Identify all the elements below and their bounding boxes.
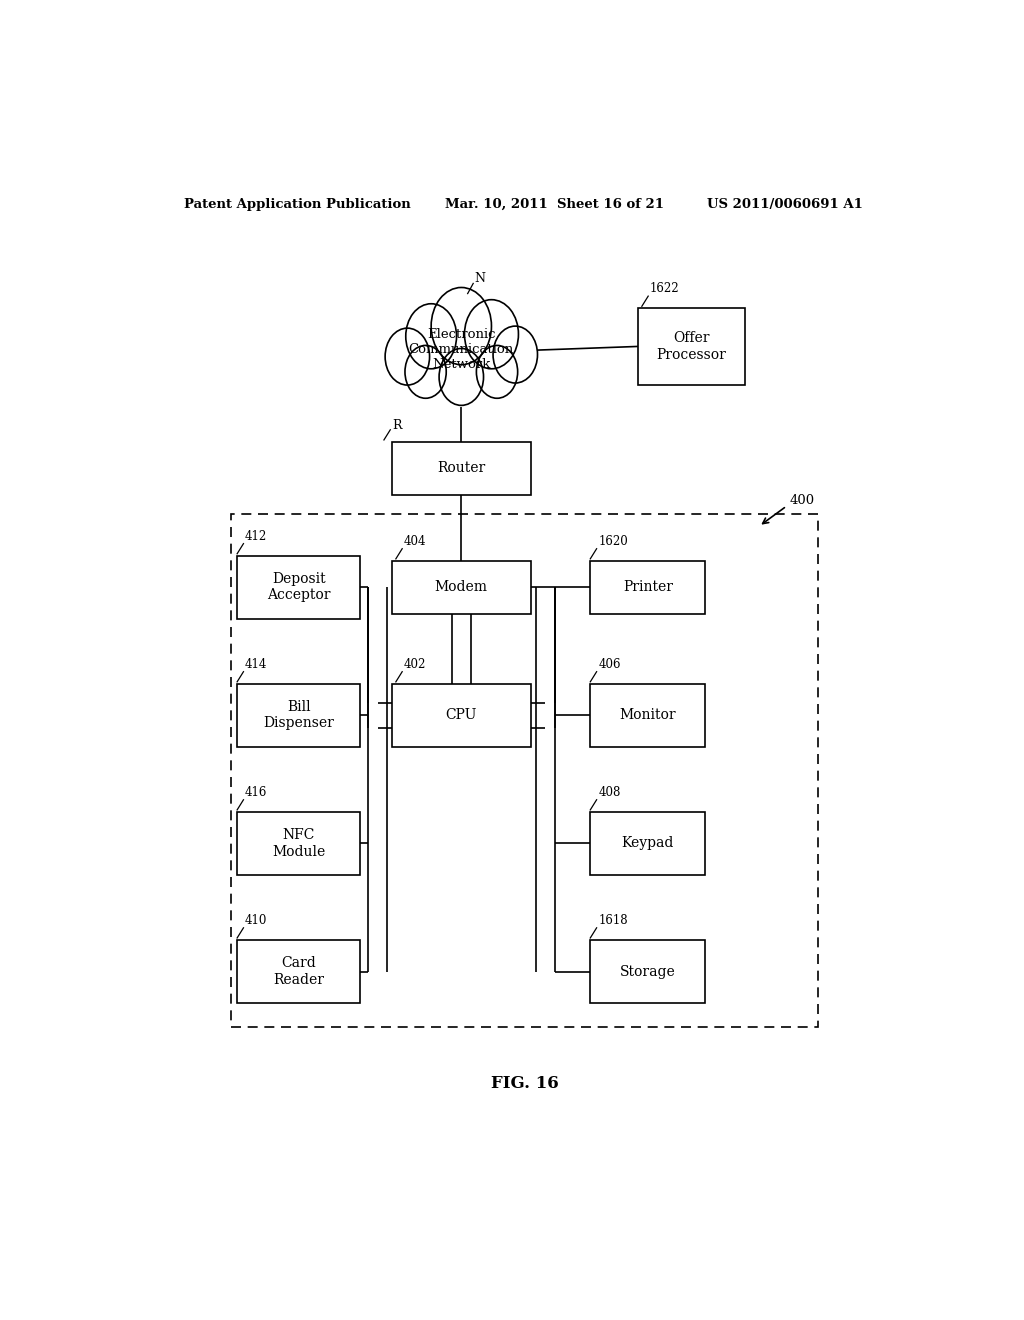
FancyBboxPatch shape: [590, 812, 706, 875]
Circle shape: [385, 329, 430, 385]
Text: Deposit
Acceptor: Deposit Acceptor: [267, 573, 331, 602]
Circle shape: [404, 346, 446, 399]
Circle shape: [465, 300, 518, 368]
Text: NFC
Module: NFC Module: [272, 829, 326, 858]
FancyBboxPatch shape: [238, 940, 360, 1003]
Text: 1618: 1618: [598, 913, 628, 927]
Text: Storage: Storage: [620, 965, 676, 978]
Text: Printer: Printer: [623, 581, 673, 594]
Text: CPU: CPU: [445, 709, 477, 722]
Text: Offer
Processor: Offer Processor: [656, 331, 726, 362]
Circle shape: [431, 288, 492, 364]
Text: Mar. 10, 2011  Sheet 16 of 21: Mar. 10, 2011 Sheet 16 of 21: [445, 198, 665, 211]
FancyBboxPatch shape: [238, 812, 360, 875]
Text: R: R: [392, 418, 401, 432]
Text: 408: 408: [598, 785, 621, 799]
Text: Card
Reader: Card Reader: [273, 957, 325, 986]
Text: N: N: [475, 272, 485, 285]
Text: Bill
Dispenser: Bill Dispenser: [263, 701, 334, 730]
FancyBboxPatch shape: [238, 684, 360, 747]
FancyBboxPatch shape: [590, 684, 706, 747]
Text: FIG. 16: FIG. 16: [490, 1074, 559, 1092]
Text: Router: Router: [437, 462, 485, 475]
Ellipse shape: [392, 304, 530, 400]
Text: Keypad: Keypad: [622, 837, 674, 850]
Text: 402: 402: [403, 657, 426, 671]
Circle shape: [494, 326, 538, 383]
Text: 400: 400: [790, 494, 814, 507]
FancyBboxPatch shape: [392, 561, 530, 614]
Circle shape: [439, 348, 483, 405]
Text: US 2011/0060691 A1: US 2011/0060691 A1: [708, 198, 863, 211]
Text: Electronic
Communication
Network: Electronic Communication Network: [409, 327, 514, 371]
FancyBboxPatch shape: [392, 684, 530, 747]
Text: 404: 404: [403, 535, 426, 548]
FancyBboxPatch shape: [392, 442, 530, 495]
Text: Monitor: Monitor: [620, 709, 676, 722]
Text: 1622: 1622: [650, 282, 679, 296]
FancyBboxPatch shape: [238, 556, 360, 619]
FancyBboxPatch shape: [638, 309, 745, 384]
Text: 416: 416: [245, 785, 267, 799]
Text: 1620: 1620: [598, 535, 628, 548]
Circle shape: [406, 304, 457, 368]
FancyBboxPatch shape: [590, 561, 706, 614]
Circle shape: [476, 346, 518, 399]
Text: Patent Application Publication: Patent Application Publication: [183, 198, 411, 211]
Text: 414: 414: [245, 657, 267, 671]
Text: 412: 412: [245, 529, 267, 543]
Text: 406: 406: [598, 657, 621, 671]
Text: 410: 410: [245, 913, 267, 927]
FancyBboxPatch shape: [590, 940, 706, 1003]
Text: Modem: Modem: [435, 581, 487, 594]
